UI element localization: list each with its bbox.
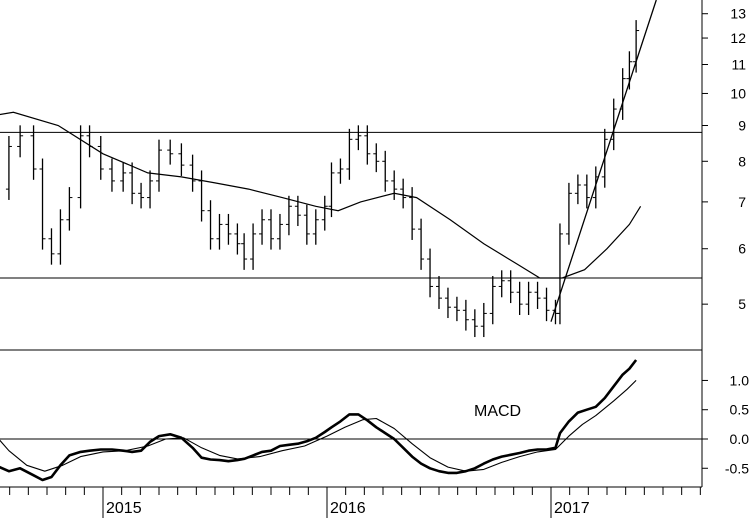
price-tick-label: 13	[730, 6, 746, 22]
price-bar	[250, 223, 257, 270]
price-bar	[418, 218, 425, 270]
price-bar	[382, 150, 389, 192]
price-bar	[312, 209, 319, 245]
price-bar	[534, 281, 541, 309]
price-tick-label: 7	[738, 194, 746, 210]
price-tick-label: 5	[738, 296, 746, 312]
price-bar	[337, 158, 344, 184]
macd-signal-line	[0, 380, 637, 472]
price-bar	[156, 139, 162, 192]
price-bar	[198, 170, 205, 222]
price-panel	[0, 0, 702, 338]
price-bar	[268, 209, 274, 250]
price-bar	[436, 275, 442, 309]
macd-plot-area	[0, 359, 702, 482]
price-tick-label: 8	[738, 153, 746, 169]
price-bar	[633, 20, 640, 73]
price-bar	[391, 170, 398, 200]
price-bar	[543, 287, 550, 322]
price-bar	[39, 158, 46, 250]
macd-tick-label: 0.0	[730, 431, 750, 447]
price-tick-label: 10	[730, 85, 746, 101]
price-bar	[17, 125, 24, 158]
price-bar	[225, 213, 232, 245]
price-bar	[480, 302, 487, 338]
price-bar	[234, 223, 241, 255]
price-bar	[259, 209, 266, 245]
price-bar	[97, 136, 104, 180]
price-bar	[619, 68, 626, 120]
price-bar	[57, 209, 64, 265]
chart-frame	[0, 0, 703, 488]
price-bar	[66, 187, 73, 231]
price-bar	[86, 125, 93, 158]
price-bar	[565, 182, 572, 245]
price-bar	[178, 143, 185, 176]
year-label: 2016	[330, 500, 366, 517]
price-bar	[373, 143, 380, 173]
price-bar	[216, 213, 223, 250]
price-bar	[138, 182, 145, 209]
price-tick-label: 11	[731, 56, 746, 72]
price-bar	[147, 170, 154, 209]
price-bar	[583, 174, 590, 209]
price-bar	[525, 281, 532, 315]
price-bar	[346, 128, 353, 180]
trendline-0	[550, 0, 657, 322]
price-bar	[471, 309, 478, 338]
price-tick-label: 6	[738, 241, 746, 257]
year-label: 2015	[106, 500, 142, 517]
price-bar	[574, 174, 581, 205]
price-bar	[285, 195, 292, 236]
price-bar	[444, 287, 451, 319]
price-bar	[30, 125, 37, 180]
year-label: 2017	[554, 500, 590, 517]
price-bar	[556, 223, 563, 325]
price-bar	[276, 213, 283, 250]
price-bar	[48, 228, 55, 265]
price-bar	[427, 248, 434, 298]
price-bar	[120, 162, 127, 192]
price-plot-area	[0, 0, 702, 338]
price-bar	[328, 162, 335, 218]
price-bar	[303, 204, 310, 245]
price-bar	[592, 166, 599, 209]
macd-line	[0, 359, 638, 482]
price-bar	[355, 125, 362, 151]
moving-average-line	[0, 111, 642, 279]
price-bar	[189, 154, 196, 192]
macd-tick-label: -0.5	[725, 460, 749, 476]
price-bar	[129, 162, 136, 205]
price-bar	[241, 233, 248, 270]
macd-tick-label: 0.5	[730, 402, 750, 418]
price-bar	[294, 195, 301, 227]
macd-tick-label: 1.0	[730, 372, 750, 388]
price-bar	[453, 296, 460, 322]
price-bar	[409, 187, 416, 240]
price-bar	[321, 195, 328, 231]
price-bar	[498, 270, 505, 298]
price-bar	[489, 275, 496, 325]
price-tick-label: 12	[730, 30, 746, 46]
price-bar	[516, 281, 523, 315]
price-bar	[400, 178, 407, 209]
price-bar	[207, 200, 214, 250]
price-tick-label: 9	[738, 117, 746, 133]
price-bar	[167, 139, 174, 165]
price-bar	[108, 158, 115, 192]
price-bar	[5, 136, 12, 200]
price-bar	[507, 270, 514, 304]
macd-panel: MACD	[0, 359, 702, 482]
axes: 5 6 7 8 9 10 11 12 13 -0.5 0.0 0.5 1.0 2015 2016 2017	[9, 6, 750, 518]
macd-title: MACD	[474, 403, 521, 420]
price-bar	[364, 125, 371, 165]
price-bar	[462, 299, 469, 331]
